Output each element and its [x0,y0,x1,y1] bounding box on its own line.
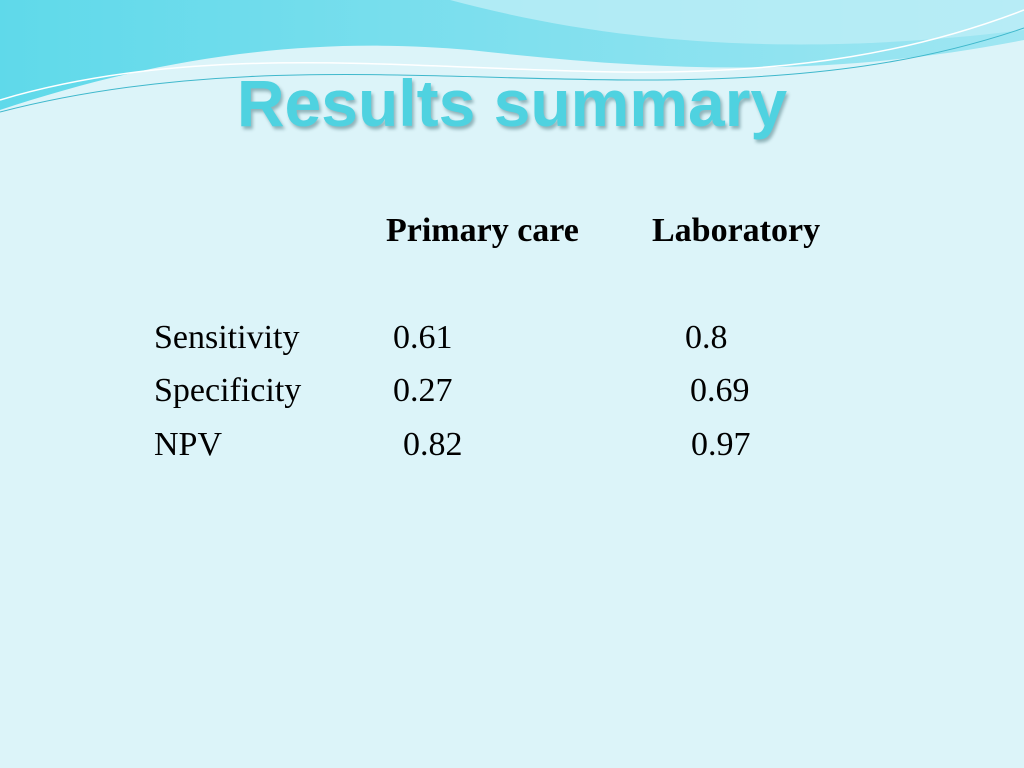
cell: 0.27 [393,372,453,409]
cell: 0.61 [393,319,453,356]
wave-line [0,27,1024,113]
wave-line [0,9,1024,101]
column-header: Laboratory [652,212,821,249]
cell: 0.69 [690,372,750,409]
cell: 0.82 [403,426,463,463]
cell: 0.8 [685,319,728,356]
row-label: NPV [154,426,223,463]
title: Results summary [236,66,788,140]
column-header: Primary care [386,212,579,249]
top-wave-light [450,0,1024,45]
row-label: Sensitivity [154,319,300,356]
row-label: Specificity [154,372,302,409]
cell: 0.97 [691,426,751,463]
